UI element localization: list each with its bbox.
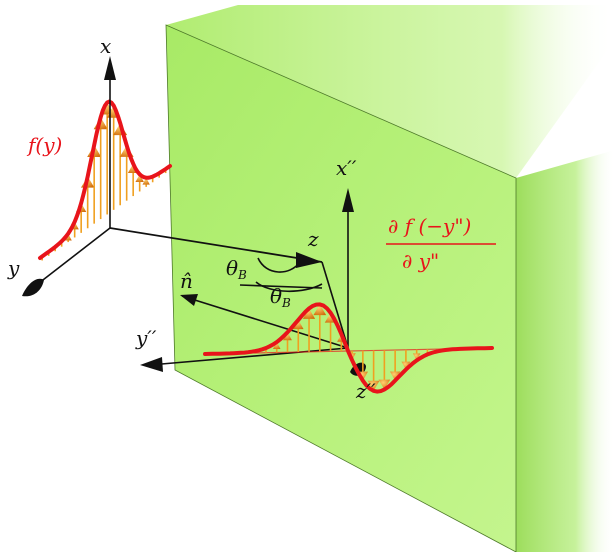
x-axis-arrowhead <box>104 56 116 80</box>
label-theta-1-sub: B <box>237 268 247 282</box>
y2-axis-arrowhead <box>140 357 163 372</box>
label-derivative-numerator: ∂ f (−y") <box>388 214 471 238</box>
label-theta-2-sub: B <box>281 296 291 310</box>
slab-side-face <box>516 150 615 552</box>
label-y2: y′′ <box>135 326 157 350</box>
incident-field-arrows <box>42 103 166 261</box>
label-x2: x′′ <box>336 156 357 180</box>
label-y: y <box>7 256 20 280</box>
incident-beam <box>22 56 170 296</box>
label-z: z <box>307 227 319 251</box>
label-f-of-y: f(y) <box>26 133 62 157</box>
label-z2: z′′ <box>355 379 376 403</box>
label-x: x <box>100 34 111 58</box>
label-normal: n̂ <box>180 269 193 293</box>
y-axis-arrowhead <box>22 279 44 297</box>
label-derivative-denominator: ∂ y" <box>402 249 439 273</box>
